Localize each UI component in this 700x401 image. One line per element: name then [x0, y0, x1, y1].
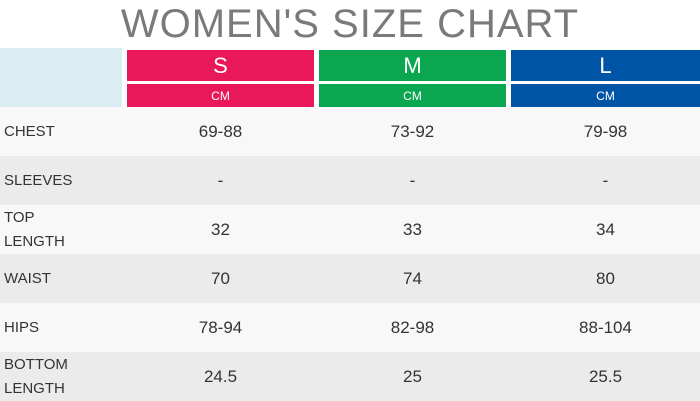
- corner-cell: [0, 48, 122, 107]
- value-cell: 73-92: [390, 121, 435, 141]
- row-label: SLEEVES: [4, 171, 73, 189]
- row-label: WAIST: [4, 269, 51, 287]
- value-cell: 32: [211, 219, 230, 239]
- value-cell: 25: [403, 366, 422, 386]
- size-header: S: [127, 50, 314, 81]
- value-cell: 79-98: [583, 121, 628, 141]
- unit-header: CM: [127, 84, 314, 107]
- value-cell: 25.5: [588, 366, 623, 386]
- row-background: [0, 205, 700, 254]
- row-background: [0, 303, 700, 352]
- row-label: TOP LENGTH: [4, 208, 65, 250]
- row-background: [0, 254, 700, 303]
- value-cell: 24.5: [203, 366, 238, 386]
- size-header: L: [511, 50, 700, 81]
- value-cell: -: [602, 170, 609, 190]
- row-label: BOTTOM LENGTH: [4, 355, 68, 397]
- value-cell: 82-98: [390, 317, 435, 337]
- size-header: M: [319, 50, 506, 81]
- row-label: CHEST: [4, 122, 55, 140]
- value-cell: 34: [596, 219, 615, 239]
- value-cell: 88-104: [579, 317, 632, 337]
- value-cell: 80: [596, 268, 615, 288]
- value-cell: 74: [403, 268, 422, 288]
- unit-header: CM: [511, 84, 700, 107]
- value-cell: 78-94: [198, 317, 243, 337]
- value-cell: 69-88: [198, 121, 243, 141]
- row-background: [0, 107, 700, 156]
- value-cell: -: [409, 170, 416, 190]
- row-label: HIPS: [4, 318, 40, 336]
- value-cell: 70: [211, 268, 230, 288]
- title: WOMEN'S SIZE CHART: [120, 1, 580, 46]
- value-cell: -: [217, 170, 224, 190]
- row-background: [0, 352, 700, 401]
- value-cell: 33: [403, 219, 422, 239]
- row-background: [0, 156, 700, 205]
- unit-header: CM: [319, 84, 506, 107]
